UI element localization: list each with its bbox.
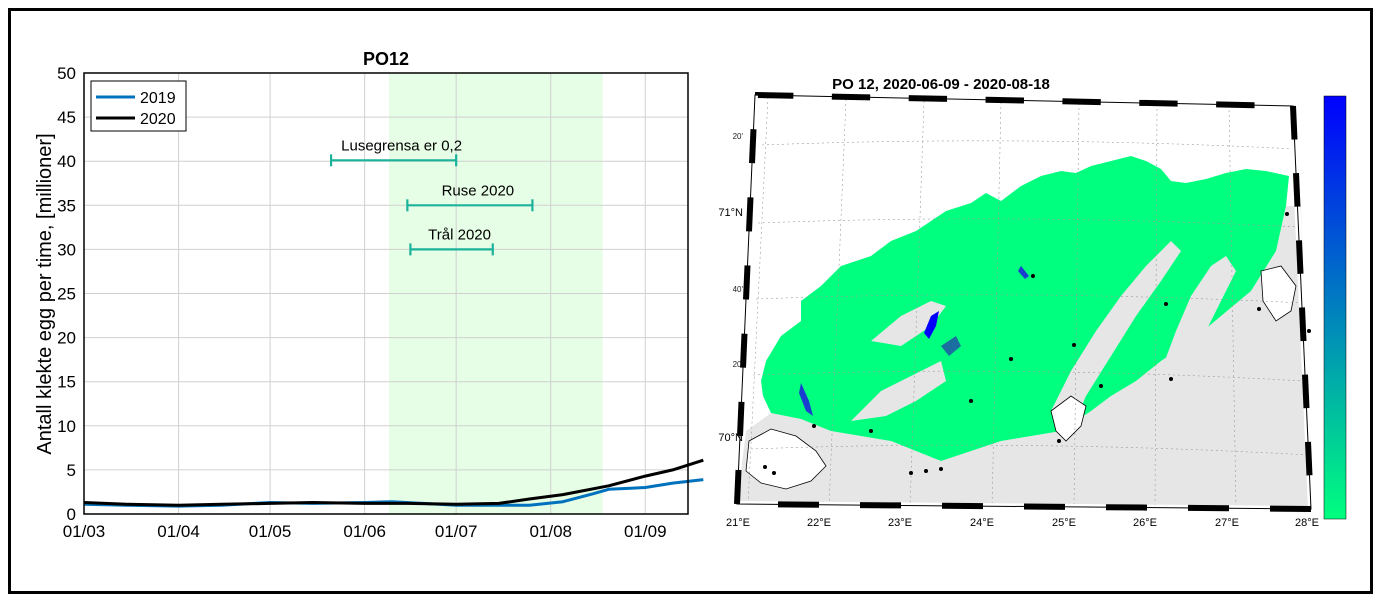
x-tick-label: 01/07	[435, 522, 478, 541]
longitude-label: 27°E	[1215, 517, 1239, 529]
y-tick-label: 50	[57, 64, 76, 83]
x-tick-label: 01/03	[63, 522, 106, 541]
colorbar	[1323, 95, 1347, 520]
latitude-label: 20'	[733, 360, 744, 369]
longitude-label: 23°E	[888, 517, 912, 529]
longitude-label: 28°E	[1295, 517, 1319, 529]
y-tick-label: 5	[67, 461, 76, 480]
map-island-ne	[1260, 265, 1297, 322]
figure-frame: Lusegrensa er 0,2 Ruse 2020 Trål 2020 0 5 10…	[8, 8, 1373, 594]
x-tick-label: 01/09	[624, 522, 667, 541]
map-land-finger-2	[1161, 256, 1236, 371]
map-land-finger-3	[851, 361, 946, 421]
figure-canvas: Lusegrensa er 0,2 Ruse 2020 Trål 2020 0 5 10…	[34, 49, 1347, 541]
map-fjord-dark-2	[799, 383, 813, 416]
map-sea	[761, 156, 1289, 461]
x-tick-label: 01/04	[157, 522, 200, 541]
y-tick-label: 40	[57, 152, 76, 171]
legend-box	[90, 80, 187, 132]
latitude-label: 70°N	[718, 432, 743, 444]
y-tick-label: 30	[57, 240, 76, 259]
series-line-2020	[83, 458, 704, 507]
map-graticule	[747, 96, 1310, 509]
longitude-label: 24°E	[970, 517, 994, 529]
line-chart: Lusegrensa er 0,2 Ruse 2020 Trål 2020 0 5 10…	[34, 49, 704, 541]
longitude-label: 25°E	[1052, 517, 1076, 529]
annotation-label: Trål 2020	[428, 226, 491, 243]
map-border	[734, 92, 1314, 512]
y-tick-label: 0	[67, 505, 76, 524]
map-coast-points	[763, 212, 1311, 475]
map-fjord-dark-1	[924, 311, 939, 339]
y-tick-label: 15	[57, 373, 76, 392]
map-fjord-mid-1	[941, 336, 961, 356]
tick-labels: 0 5 10 15 20 25 30 35 40 45 50 01/03 01/04 01/05 01/06…	[57, 64, 666, 541]
y-axis-label: Antall klekte egg per time, [millioner]	[34, 133, 56, 454]
annotation-2: Trål 2020	[409, 226, 494, 256]
y-tick-label: 25	[57, 285, 76, 304]
map-title: PO 12, 2020-06-09 - 2020-08-18	[832, 76, 1050, 93]
y-tick-label: 35	[57, 196, 76, 215]
map-panel: PO 12, 2020-06-09 - 2020-08-18	[718, 76, 1347, 529]
annotation-label: Ruse 2020	[442, 182, 515, 199]
map-land-finger-1	[1051, 241, 1181, 431]
map-island-mid	[1050, 395, 1087, 442]
annotation-0: Lusegrensa er 0,2	[329, 137, 462, 167]
latitude-labels: 70°N 20' 40' 71°N 20'	[718, 132, 743, 444]
map-land-south	[737, 206, 1311, 509]
legend-label-2019: 2019	[140, 90, 176, 107]
longitude-labels: 21°E 22°E 23°E 24°E 25°E 26°E 27°E 28°E	[726, 517, 1319, 529]
annotation-1: Ruse 2020	[406, 182, 534, 212]
y-tick-label: 10	[57, 417, 76, 436]
x-tick-label: 01/05	[249, 522, 292, 541]
map-island-sw	[745, 428, 827, 490]
annotation-layer: Lusegrensa er 0,2 Ruse 2020 Trål 2020	[329, 137, 534, 256]
y-tick-label: 20	[57, 329, 76, 348]
series-layer	[83, 458, 704, 508]
map-land-finger-4	[871, 301, 946, 346]
legend: 2019 2020	[90, 80, 187, 132]
annotation-label: Lusegrensa er 0,2	[341, 137, 462, 154]
legend-label-2020: 2020	[140, 111, 176, 128]
chart-axes-box	[83, 72, 689, 515]
latitude-label: 20'	[733, 132, 744, 141]
x-tick-label: 01/08	[529, 522, 572, 541]
map-fjord-dark-3	[1018, 266, 1029, 279]
longitude-label: 21°E	[726, 517, 750, 529]
latitude-label: 40'	[733, 285, 744, 294]
y-tick-label: 45	[57, 108, 76, 127]
latitude-label: 71°N	[718, 207, 743, 219]
chart-title: PO12	[363, 49, 409, 69]
longitude-label: 26°E	[1133, 517, 1157, 529]
longitude-label: 22°E	[807, 517, 831, 529]
x-tick-label: 01/06	[343, 522, 386, 541]
